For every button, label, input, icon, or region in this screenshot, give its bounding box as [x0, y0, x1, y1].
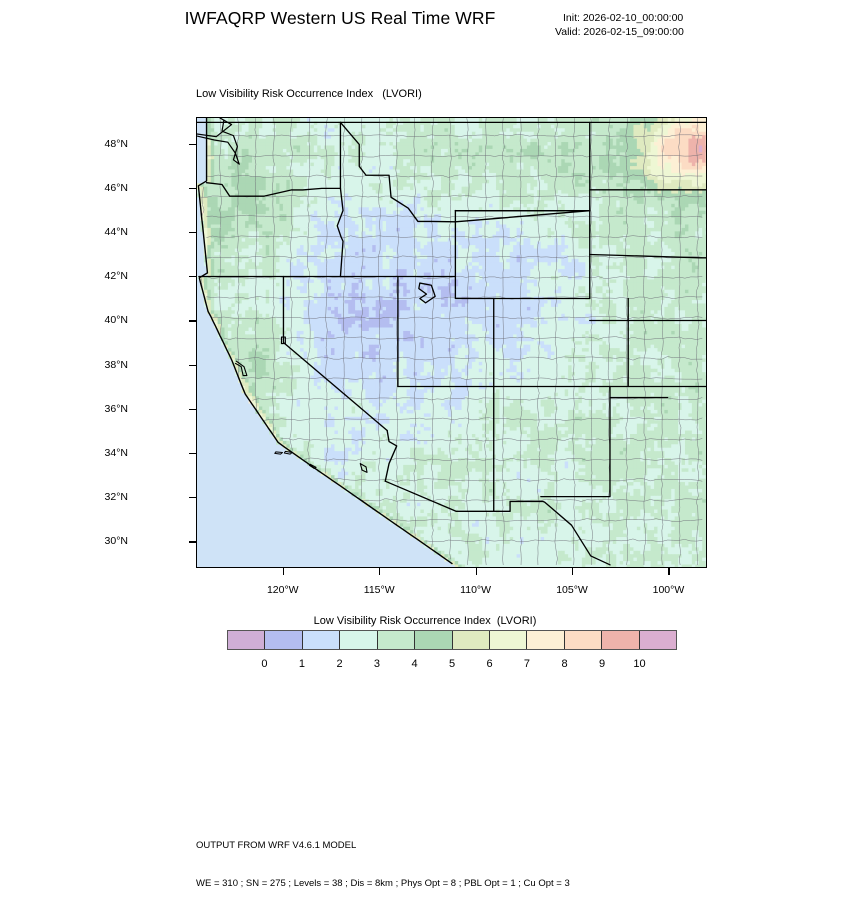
lat-tick-label: 36°N	[105, 403, 128, 415]
lat-tick-mark	[189, 453, 196, 454]
lon-tick-mark	[379, 568, 380, 575]
colorbar-swatch[interactable]	[303, 631, 340, 649]
lat-tick-mark	[189, 365, 196, 366]
colorbar-swatch[interactable]	[340, 631, 377, 649]
colorbar-tick-label: 8	[561, 658, 567, 670]
lat-tick-label: 44°N	[105, 226, 128, 238]
lon-tick-label: 105°W	[556, 584, 588, 596]
lat-tick-label: 38°N	[105, 359, 128, 371]
lvori-contour-map	[197, 118, 706, 567]
colorbar[interactable]	[227, 630, 677, 650]
lon-tick-mark	[476, 568, 477, 575]
lat-tick-label: 32°N	[105, 491, 128, 503]
footer-line-2: WE = 310 ; SN = 275 ; Levels = 38 ; Dis …	[196, 878, 570, 891]
footer-line-1: OUTPUT FROM WRF V4.6.1 MODEL	[196, 840, 570, 853]
colorbar-tick-label: 0	[261, 658, 267, 670]
colorbar-tick-labels: 0 1 2 3 4 5 6 7 8 9 10	[227, 658, 677, 678]
colorbar-swatch[interactable]	[527, 631, 564, 649]
lat-tick-mark	[189, 320, 196, 321]
lat-tick-mark	[189, 276, 196, 277]
lat-tick-mark	[189, 188, 196, 189]
colorbar-tick-label: 1	[299, 658, 305, 670]
figure-canvas: IWFAQRP Western US Real Time WRF Init: 2…	[0, 0, 850, 850]
colorbar-swatch[interactable]	[453, 631, 490, 649]
lon-tick-mark	[668, 568, 669, 575]
lon-tick-label: 115°W	[364, 584, 395, 596]
lat-tick-mark	[189, 541, 196, 542]
model-config-footer: OUTPUT FROM WRF V4.6.1 MODEL WE = 310 ; …	[196, 815, 570, 915]
colorbar-tick-label: 6	[486, 658, 492, 670]
model-run-info: Init: 2026-02-10_00:00:00 Valid: 2026-02…	[555, 12, 845, 39]
colorbar-tick-label: 2	[336, 658, 342, 670]
lat-tick-mark	[189, 497, 196, 498]
lon-tick-label: 120°W	[267, 584, 299, 596]
colorbar-tick-label: 10	[633, 658, 645, 670]
map-panel[interactable]	[196, 117, 707, 568]
lat-tick-mark	[189, 144, 196, 145]
plot-subtitle: Low Visibility Risk Occurrence Index (LV…	[196, 88, 422, 100]
colorbar-tick-label: 3	[374, 658, 380, 670]
colorbar-title: Low Visibility Risk Occurrence Index (LV…	[0, 615, 850, 627]
lon-tick-label: 100°W	[653, 584, 685, 596]
latitude-axis: 30°N 32°N 34°N 36°N 38°N 40°N 42°N 44°N 46°N 48°N	[0, 117, 190, 568]
lon-tick-mark	[572, 568, 573, 575]
colorbar-swatch[interactable]	[565, 631, 602, 649]
colorbar-swatch[interactable]	[602, 631, 639, 649]
lon-tick-label: 110°W	[460, 584, 491, 596]
valid-time: Valid: 2026-02-15_09:00:00	[555, 26, 845, 40]
lat-tick-mark	[189, 232, 196, 233]
lat-tick-label: 42°N	[105, 270, 128, 282]
lat-tick-label: 30°N	[105, 535, 128, 547]
colorbar-swatch[interactable]	[415, 631, 452, 649]
lat-tick-mark	[189, 409, 196, 410]
lat-tick-label: 46°N	[105, 182, 128, 194]
colorbar-swatch[interactable]	[228, 631, 265, 649]
init-time: Init: 2026-02-10_00:00:00	[555, 12, 845, 26]
colorbar-swatch[interactable]	[378, 631, 415, 649]
colorbar-tick-label: 9	[599, 658, 605, 670]
colorbar-tick-label: 4	[411, 658, 417, 670]
colorbar-tick-label: 5	[449, 658, 455, 670]
colorbar-swatch[interactable]	[490, 631, 527, 649]
lat-tick-label: 34°N	[105, 447, 128, 459]
lat-tick-label: 40°N	[105, 314, 128, 326]
colorbar-swatch[interactable]	[640, 631, 676, 649]
colorbar-swatch[interactable]	[265, 631, 302, 649]
lat-tick-label: 48°N	[105, 138, 128, 150]
colorbar-tick-label: 7	[524, 658, 530, 670]
lon-tick-mark	[283, 568, 284, 575]
longitude-axis: 120°W 115°W 110°W 105°W 100°W	[196, 568, 707, 608]
